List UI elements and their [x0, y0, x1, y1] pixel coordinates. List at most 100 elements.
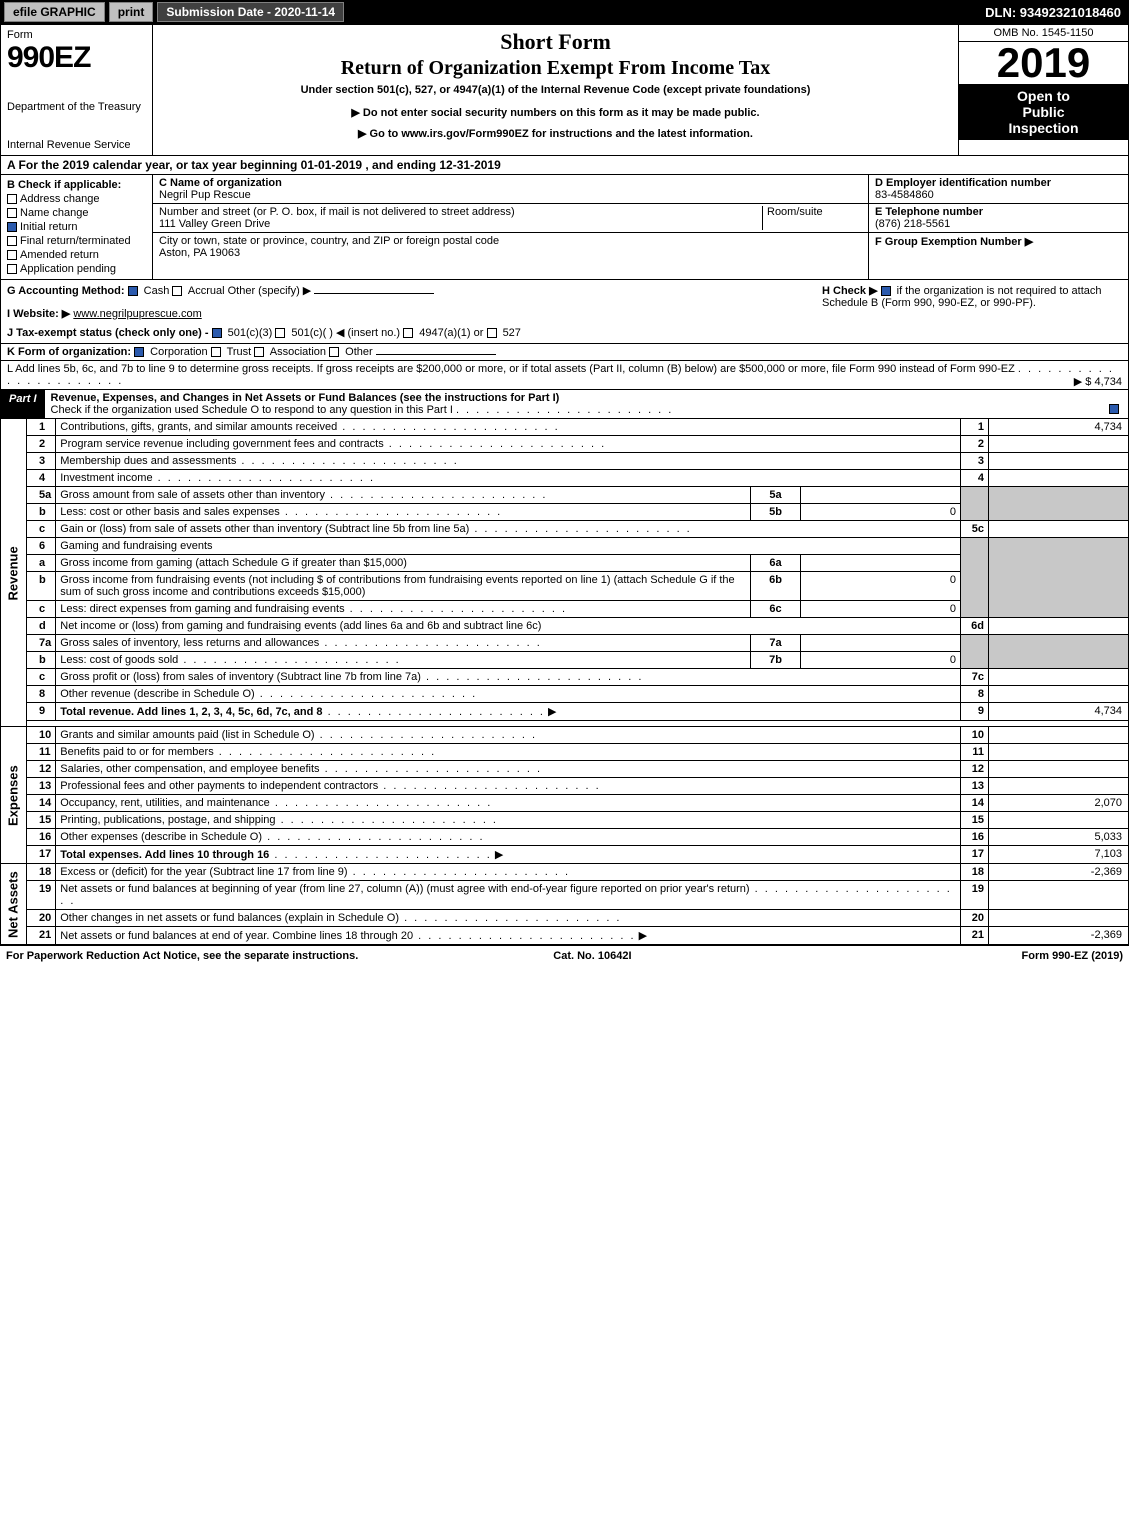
- l3-val: [989, 453, 1129, 470]
- checkbox-501c[interactable]: [275, 328, 285, 338]
- g-label: G Accounting Method:: [7, 285, 125, 297]
- j-501c3: 501(c)(3): [228, 327, 273, 339]
- l6c-val: 0: [801, 601, 961, 618]
- checkbox-final-return[interactable]: [7, 236, 17, 246]
- line-7c: cGross profit or (loss) from sales of in…: [1, 669, 1129, 686]
- form-label: Form: [7, 29, 146, 41]
- line-6c: cLess: direct expenses from gaming and f…: [1, 601, 1129, 618]
- checkbox-part1-schedo[interactable]: [1109, 404, 1119, 414]
- k-trust: Trust: [227, 346, 252, 358]
- j-tax-label: J Tax-exempt status (check only one) -: [7, 327, 212, 339]
- l11-text: Benefits paid to or for members: [60, 746, 213, 758]
- checkbox-cash[interactable]: [128, 286, 138, 296]
- header-mid: Short Form Return of Organization Exempt…: [153, 25, 958, 155]
- row-gh: G Accounting Method: Cash Accrual Other …: [0, 280, 1129, 344]
- l5b-val: 0: [801, 504, 961, 521]
- checkbox-501c3[interactable]: [212, 328, 222, 338]
- checkbox-accrual[interactable]: [172, 286, 182, 296]
- col-def: D Employer identification number 83-4584…: [868, 175, 1128, 279]
- line-5c: cGain or (loss) from sale of assets othe…: [1, 521, 1129, 538]
- line-12: 12Salaries, other compensation, and empl…: [1, 761, 1129, 778]
- b-amend: Amended return: [20, 249, 99, 261]
- l6c-text: Less: direct expenses from gaming and fu…: [60, 603, 344, 615]
- line-2: 2Program service revenue including gover…: [1, 436, 1129, 453]
- gh-left: G Accounting Method: Cash Accrual Other …: [7, 284, 822, 339]
- goto-link[interactable]: ▶ Go to www.irs.gov/Form990EZ for instru…: [163, 127, 948, 140]
- c-street-label: Number and street (or P. O. box, if mail…: [159, 206, 515, 218]
- i-website[interactable]: www.negrilpuprescue.com: [73, 308, 201, 320]
- line-6: 6Gaming and fundraising events: [1, 538, 1129, 555]
- l6-text: Gaming and fundraising events: [56, 538, 961, 555]
- l8-val: [989, 686, 1129, 703]
- l20-text: Other changes in net assets or fund bala…: [60, 912, 399, 924]
- checkbox-other-org[interactable]: [329, 347, 339, 357]
- l5c-val: [989, 521, 1129, 538]
- tax-year: 2019: [959, 42, 1128, 84]
- print-button[interactable]: print: [109, 2, 154, 22]
- checkbox-initial-return[interactable]: [7, 222, 17, 232]
- line-7a: 7aGross sales of inventory, less returns…: [1, 635, 1129, 652]
- l2-val: [989, 436, 1129, 453]
- line-18: Net Assets 18Excess or (deficit) for the…: [1, 864, 1129, 881]
- l18-text: Excess or (deficit) for the year (Subtra…: [60, 866, 347, 878]
- header-left: Form 990EZ Department of the Treasury In…: [1, 25, 153, 155]
- l18-val: -2,369: [989, 864, 1129, 881]
- l17-val: 7,103: [989, 846, 1129, 864]
- l13-text: Professional fees and other payments to …: [60, 780, 378, 792]
- l4-text: Investment income: [60, 472, 152, 484]
- line-13: 13Professional fees and other payments t…: [1, 778, 1129, 795]
- l1-val: 4,734: [989, 419, 1129, 436]
- k-other: Other: [345, 346, 373, 358]
- f-grp-label: F Group Exemption Number ▶: [875, 236, 1033, 248]
- checkbox-h[interactable]: [881, 286, 891, 296]
- l9-val: 4,734: [989, 703, 1129, 721]
- checkbox-app-pending[interactable]: [7, 264, 17, 274]
- form-number: 990EZ: [7, 41, 146, 75]
- l5a-text: Gross amount from sale of assets other t…: [60, 489, 325, 501]
- footer-cat: Cat. No. 10642I: [553, 950, 631, 962]
- line-9: 9Total revenue. Add lines 1, 2, 3, 4, 5c…: [1, 703, 1129, 721]
- c-street: 111 Valley Green Drive: [159, 218, 270, 230]
- warning-text: ▶ Do not enter social security numbers o…: [163, 106, 948, 119]
- part1-badge: Part I: [1, 390, 45, 418]
- l17-text: Total expenses. Add lines 10 through 16: [60, 849, 269, 861]
- l6b-val: 0: [801, 572, 961, 601]
- l7a-val: [801, 635, 961, 652]
- l10-text: Grants and similar amounts paid (list in…: [60, 729, 314, 741]
- checkbox-assoc[interactable]: [254, 347, 264, 357]
- part1-check-text: Check if the organization used Schedule …: [51, 404, 453, 416]
- c-city-label: City or town, state or province, country…: [159, 235, 499, 247]
- row-a-text: A For the 2019 calendar year, or tax yea…: [7, 158, 501, 172]
- checkbox-4947[interactable]: [403, 328, 413, 338]
- line-4: 4Investment income4: [1, 470, 1129, 487]
- checkbox-corp[interactable]: [134, 347, 144, 357]
- l12-val: [989, 761, 1129, 778]
- l9-text: Total revenue. Add lines 1, 2, 3, 4, 5c,…: [60, 706, 322, 718]
- efile-button[interactable]: efile GRAPHIC: [4, 2, 105, 22]
- checkbox-trust[interactable]: [211, 347, 221, 357]
- line-16: 16Other expenses (describe in Schedule O…: [1, 829, 1129, 846]
- l5b-text: Less: cost or other basis and sales expe…: [60, 506, 280, 518]
- b-final: Final return/terminated: [20, 235, 131, 247]
- checkbox-name-change[interactable]: [7, 208, 17, 218]
- pub2: Public: [1022, 104, 1064, 120]
- dln-text: DLN: 93492321018460: [985, 5, 1129, 20]
- g-accrual: Accrual: [188, 285, 225, 297]
- l8-text: Other revenue (describe in Schedule O): [60, 688, 254, 700]
- line-6a: aGross income from gaming (attach Schedu…: [1, 555, 1129, 572]
- l21-val: -2,369: [989, 927, 1129, 945]
- line-15: 15Printing, publications, postage, and s…: [1, 812, 1129, 829]
- e-tel-label: E Telephone number: [875, 206, 983, 218]
- part1-header: Part I Revenue, Expenses, and Changes in…: [0, 390, 1129, 419]
- l14-val: 2,070: [989, 795, 1129, 812]
- l13-val: [989, 778, 1129, 795]
- row-a-tax-year: A For the 2019 calendar year, or tax yea…: [0, 156, 1129, 175]
- gh-right: H Check ▶ if the organization is not req…: [822, 284, 1122, 339]
- checkbox-address-change[interactable]: [7, 194, 17, 204]
- l6d-text: Net income or (loss) from gaming and fun…: [60, 620, 541, 632]
- checkbox-amended[interactable]: [7, 250, 17, 260]
- submission-date-button[interactable]: Submission Date - 2020-11-14: [157, 2, 344, 22]
- checkbox-527[interactable]: [487, 328, 497, 338]
- d-ein-label: D Employer identification number: [875, 177, 1051, 189]
- l16-text: Other expenses (describe in Schedule O): [60, 831, 262, 843]
